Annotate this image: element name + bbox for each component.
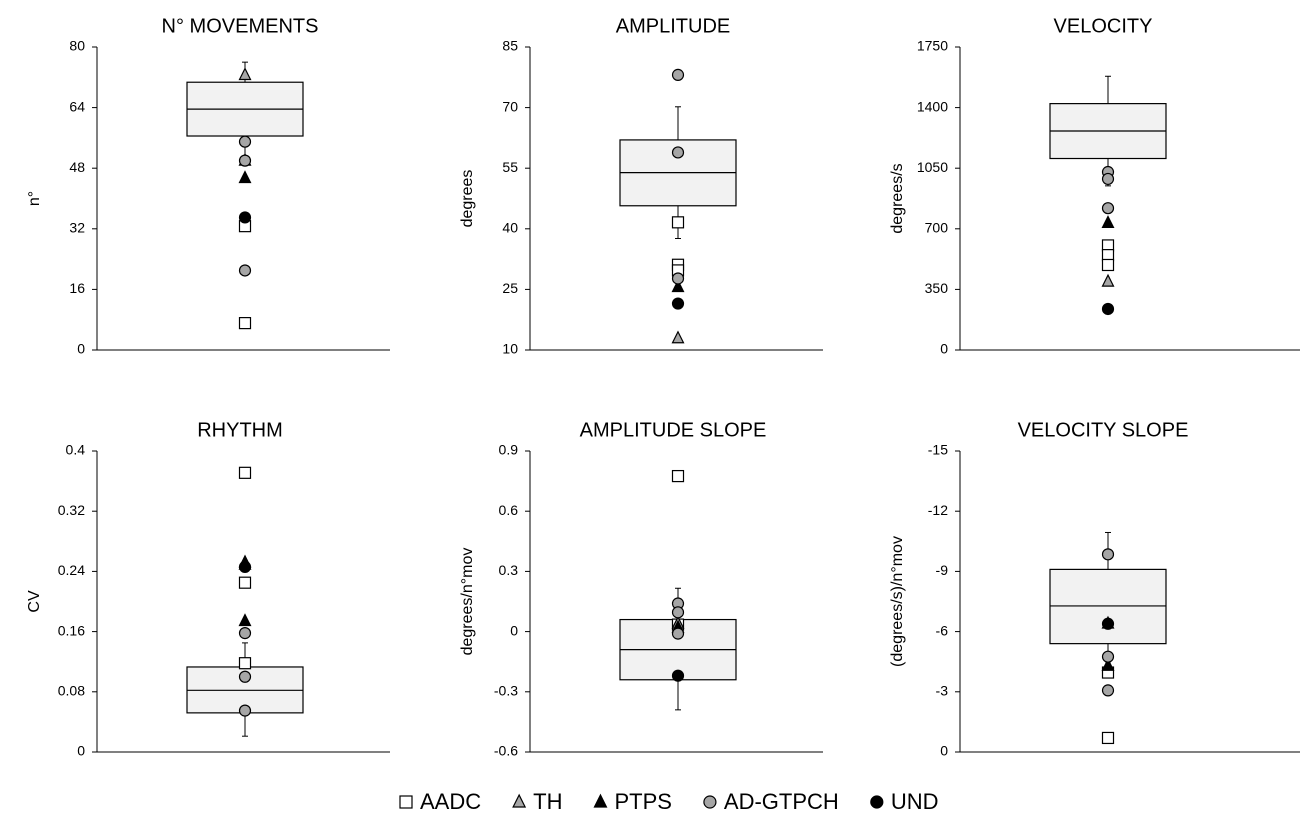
y-axis-label: n°: [26, 191, 43, 206]
point: [238, 170, 252, 184]
point: [671, 272, 685, 285]
point: [238, 67, 252, 81]
point: [238, 670, 252, 683]
legend-label: AADC: [420, 789, 481, 814]
point: [1101, 302, 1115, 316]
chart-title: AMPLITUDE: [616, 15, 730, 37]
y-tick-label: 0.08: [58, 683, 85, 699]
box: [1049, 568, 1167, 645]
y-tick-label: 0.4: [66, 442, 86, 458]
y-tick-label: -9: [936, 562, 949, 578]
point: [1101, 617, 1115, 630]
y-tick-label: 85: [502, 38, 518, 54]
y-tick-label: -12: [928, 502, 948, 518]
point: [238, 613, 252, 627]
y-tick-label: 0.6: [499, 502, 519, 518]
chart-title: RHYTHM: [197, 419, 283, 441]
y-tick-label: 0: [940, 743, 948, 759]
point: [238, 560, 252, 573]
y-tick-label: 0: [940, 341, 948, 357]
legend-label: PTPS: [614, 789, 671, 814]
point: [238, 264, 252, 277]
point: [238, 627, 252, 640]
point: [671, 146, 685, 159]
point: [238, 466, 252, 479]
legend-marker: [593, 793, 608, 808]
point: [671, 669, 685, 682]
chart-title: VELOCITY SLOPE: [1018, 419, 1189, 441]
point: [671, 469, 685, 483]
y-tick-label: 16: [69, 280, 85, 296]
y-tick-label: 1050: [917, 159, 948, 175]
y-tick-label: 1400: [917, 98, 948, 114]
y-tick-label: 0.3: [499, 562, 519, 578]
chart-title: AMPLITUDE SLOPE: [580, 419, 767, 441]
point: [1101, 172, 1115, 186]
y-tick-label: 700: [925, 220, 949, 236]
y-tick-label: 350: [925, 280, 949, 296]
y-tick-label: 32: [69, 220, 85, 236]
y-axis-label: degrees: [459, 170, 476, 228]
y-tick-label: 1750: [917, 38, 948, 54]
point: [1101, 215, 1115, 229]
y-axis-label: degrees/n°mov: [459, 548, 476, 656]
chart-title: N° MOVEMENTS: [162, 15, 319, 37]
y-tick-label: 64: [69, 98, 85, 114]
legend-label: UND: [891, 789, 939, 814]
point: [671, 330, 685, 344]
point: [238, 211, 252, 224]
y-axis-label: (degrees/s)/n°mov: [889, 536, 906, 667]
point: [671, 216, 685, 229]
y-tick-label: 0.9: [499, 442, 519, 458]
y-tick-label: 40: [502, 220, 518, 236]
point: [1101, 258, 1115, 272]
y-tick-label: 80: [69, 38, 85, 54]
y-tick-label: 55: [502, 159, 518, 175]
y-tick-label: 0.24: [58, 562, 85, 578]
legend-marker: [703, 795, 717, 809]
point: [238, 154, 252, 167]
point: [1101, 202, 1115, 215]
y-tick-label: 0: [510, 622, 518, 638]
point: [671, 279, 685, 293]
legend-marker: [870, 795, 884, 809]
y-tick-label: 0: [77, 341, 85, 357]
chart-title: VELOCITY: [1054, 15, 1153, 37]
point: [1101, 657, 1115, 671]
y-axis-label: degrees/s: [889, 163, 906, 233]
y-tick-label: 0.16: [58, 622, 85, 638]
point: [1101, 548, 1115, 561]
y-tick-label: 48: [69, 159, 85, 175]
legend-marker: [512, 793, 527, 808]
point: [1101, 684, 1115, 697]
y-tick-label: 70: [502, 98, 518, 114]
y-tick-label: 10: [502, 341, 518, 357]
y-tick-label: -3: [936, 683, 949, 699]
y-axis-label: CV: [26, 590, 43, 613]
point: [238, 576, 252, 589]
point: [1101, 731, 1115, 745]
legend-marker: [399, 795, 413, 809]
point: [1101, 650, 1115, 663]
point: [671, 627, 685, 640]
point: [238, 657, 252, 670]
point: [238, 317, 252, 330]
legend-label: AD-GTPCH: [724, 789, 839, 814]
y-tick-label: 25: [502, 280, 518, 296]
y-tick-label: 0: [77, 743, 85, 759]
point: [238, 135, 252, 148]
point: [671, 297, 685, 310]
point: [671, 68, 685, 81]
point: [1101, 273, 1115, 287]
point: [238, 704, 252, 717]
legend-label: TH: [533, 789, 562, 814]
y-tick-label: -15: [928, 442, 948, 458]
y-tick-label: 0.32: [58, 502, 85, 518]
point: [671, 606, 685, 619]
y-tick-label: -6: [936, 622, 949, 638]
y-tick-label: -0.6: [494, 743, 518, 759]
y-tick-label: -0.3: [494, 683, 518, 699]
